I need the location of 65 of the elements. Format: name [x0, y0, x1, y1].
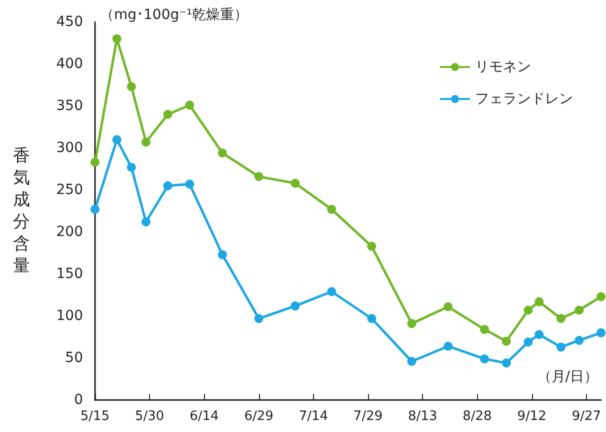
point — [90, 204, 100, 214]
point — [126, 162, 136, 172]
y-tick-label: 350 — [56, 98, 83, 114]
point — [163, 181, 172, 190]
point — [218, 148, 227, 158]
y-tick-label: 250 — [56, 182, 83, 198]
point — [185, 180, 194, 189]
x-tick-label: 5/30 — [135, 409, 164, 424]
x-tick-label: 9/12 — [517, 409, 546, 424]
point — [290, 301, 300, 310]
y-tick-label: 50 — [65, 350, 83, 366]
y-axis-title: 香気成分含量 — [13, 146, 30, 276]
x-tick-label: 8/13 — [408, 409, 438, 424]
point — [480, 324, 490, 334]
point — [367, 242, 376, 251]
point — [185, 100, 194, 110]
point — [407, 356, 416, 366]
point — [556, 314, 566, 324]
point — [141, 217, 150, 226]
point — [327, 204, 336, 214]
point — [524, 338, 533, 347]
point — [112, 135, 122, 144]
y-tick-label: 450 — [56, 14, 83, 30]
point — [502, 358, 511, 368]
annotation: （mg･100g⁻¹乾燥重） — [100, 7, 248, 23]
point — [141, 138, 150, 147]
y-tick-label: 300 — [56, 140, 83, 156]
y-tick-label: 0 — [74, 392, 83, 408]
point — [407, 319, 416, 328]
point — [534, 297, 544, 306]
x-tick-label: 5/15 — [80, 409, 110, 424]
point — [254, 172, 264, 182]
point — [556, 342, 566, 352]
point — [480, 354, 490, 364]
point — [444, 342, 453, 351]
point — [126, 82, 136, 92]
point — [112, 34, 122, 44]
point — [444, 302, 453, 312]
point — [367, 314, 376, 324]
point — [574, 306, 584, 315]
y-tick-label: 200 — [56, 224, 83, 240]
x-tick-label: 7/29 — [353, 409, 383, 424]
x-tick-label: 6/14 — [190, 409, 219, 424]
x-axis-title: （月/日） — [537, 369, 598, 385]
x-tick-label: 8/28 — [462, 409, 492, 424]
legend-label: フェランドレン — [475, 91, 573, 107]
y-tick-label: 400 — [56, 56, 83, 72]
y-tick-label: 100 — [56, 308, 83, 324]
point — [218, 250, 227, 260]
point — [327, 287, 336, 296]
point — [254, 314, 264, 324]
point — [502, 336, 511, 346]
point — [574, 336, 584, 345]
point — [290, 178, 300, 188]
x-tick-label: 7/14 — [298, 409, 328, 424]
point — [163, 110, 172, 119]
y-tick-label: 150 — [56, 266, 83, 282]
point — [90, 158, 100, 167]
point — [596, 292, 606, 302]
legend-label: リモネン — [475, 59, 531, 75]
point — [524, 306, 533, 315]
point — [534, 330, 544, 339]
point — [596, 328, 606, 338]
x-tick-label: 9/27 — [572, 409, 602, 424]
x-tick-label: 6/29 — [244, 409, 274, 424]
